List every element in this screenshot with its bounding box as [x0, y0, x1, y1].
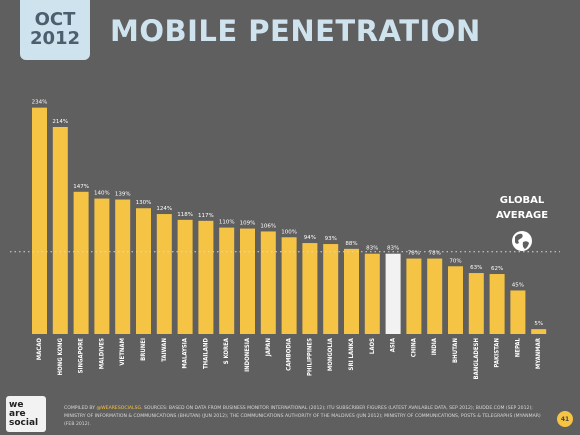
bar-nepal: [510, 290, 526, 334]
category-label: BHUTAN: [452, 338, 459, 363]
category-label: PHILIPPINES: [306, 338, 313, 376]
bar-bhutan: [448, 266, 463, 334]
value-label: 124%: [156, 206, 172, 212]
bar-bangladesh: [468, 273, 484, 334]
category-label: TAIWAN: [161, 338, 168, 362]
value-label: 83%: [366, 246, 378, 252]
value-label: 63%: [470, 265, 482, 271]
value-label: 70%: [449, 258, 461, 264]
value-label: 100%: [281, 229, 297, 235]
value-label: 147%: [73, 184, 89, 190]
value-label: 83%: [387, 246, 399, 252]
bar-cambodia: [281, 237, 297, 334]
value-label: 62%: [491, 266, 503, 272]
footer-rest: . SOURCES: BASED ON DATA FROM BUSINESS M…: [64, 406, 541, 427]
bar-s-korea: [219, 227, 235, 334]
footer-sources: COMPILED BY @WEARESOCIALSG. SOURCES: BAS…: [64, 405, 544, 429]
category-label: JAPAN: [265, 338, 272, 358]
value-label: 88%: [345, 241, 357, 247]
logo-line-1: we: [9, 399, 24, 410]
value-label: 214%: [52, 119, 68, 125]
category-label: HONG KONG: [57, 337, 64, 375]
category-label: CAMBODIA: [286, 337, 293, 371]
category-label: MYANMAR: [535, 337, 542, 369]
value-label: 78%: [429, 251, 441, 257]
bar-laos: [364, 253, 380, 334]
date-badge: OCT 2012: [20, 0, 90, 60]
category-label: THAILAND: [202, 337, 209, 369]
bar-maldives: [94, 198, 110, 334]
category-label: INDIA: [431, 337, 438, 355]
bar-asia: [385, 253, 401, 334]
bar-thailand: [198, 220, 214, 334]
category-label: VIETNAM: [119, 338, 126, 366]
bar-myanmar: [531, 329, 547, 334]
value-label: 78%: [408, 251, 420, 257]
bar-pakistan: [489, 274, 505, 334]
value-label: 94%: [304, 235, 316, 241]
category-label: SINGAPORE: [78, 338, 85, 374]
global-average-label: GLOBAL: [500, 195, 545, 206]
bar-philippines: [302, 243, 318, 334]
bar-china: [406, 258, 422, 334]
category-label: SRI LANKA: [348, 337, 355, 370]
value-label: 93%: [325, 236, 337, 242]
bar-singapore: [73, 191, 89, 334]
category-label: INDONESIA: [244, 337, 251, 372]
value-label: 140%: [94, 191, 110, 197]
value-label: 109%: [240, 221, 256, 227]
global-average-label: AVERAGE: [496, 210, 548, 221]
value-label: 117%: [198, 213, 214, 219]
date-month: OCT: [34, 9, 76, 31]
footer-prefix: COMPILED BY: [64, 406, 97, 411]
value-label: 234%: [32, 100, 48, 106]
bar-brunei: [136, 208, 151, 334]
category-label: MACAO: [36, 338, 43, 361]
bar-macao: [32, 107, 47, 335]
page-number: 41: [557, 411, 573, 427]
bar-sri-lanka: [344, 248, 359, 334]
logo-line-3: social: [9, 417, 39, 428]
value-label: 118%: [177, 212, 193, 218]
category-label: BANGLADESH: [473, 338, 480, 380]
value-label: 45%: [512, 282, 524, 288]
category-label: LAOS: [369, 338, 376, 354]
globe-icon: [515, 233, 523, 244]
value-label: 139%: [115, 192, 131, 198]
category-label: PAKISTAN: [494, 338, 501, 368]
bar-hong-kong: [52, 126, 68, 334]
value-label: 106%: [260, 223, 276, 229]
category-label: ASIA: [390, 337, 397, 352]
category-label: MONGOLIA: [327, 337, 334, 371]
bar-mongolia: [323, 244, 339, 334]
bar-chart: 234% MACAO 214% HONG KONG 147% SINGAPORE 140% M…: [10, 100, 560, 380]
category-label: MALDIVES: [98, 338, 105, 369]
value-label: 130%: [136, 200, 152, 206]
footer-handle[interactable]: @WEARESOCIALSG: [96, 406, 142, 411]
category-label: BRUNEI: [140, 338, 147, 361]
value-label: 110%: [219, 220, 235, 226]
bar-india: [427, 258, 443, 334]
bar-vietnam: [115, 199, 131, 334]
category-label: NEPAL: [514, 337, 521, 357]
bar-indonesia: [240, 228, 255, 334]
page-title: MOBILE PENETRATION: [110, 14, 481, 48]
logo-line-2: are: [9, 408, 26, 419]
globe-icon: [522, 241, 529, 249]
we-are-social-logo: we are social: [6, 396, 46, 432]
value-label: 5%: [534, 321, 543, 327]
category-label: MALAYSIA: [182, 337, 189, 368]
date-year: 2012: [29, 28, 81, 49]
bar-malaysia: [177, 219, 193, 334]
bar-taiwan: [156, 214, 172, 334]
category-label: S KOREA: [223, 337, 230, 364]
category-label: CHINA: [410, 337, 417, 357]
bar-japan: [260, 231, 276, 334]
